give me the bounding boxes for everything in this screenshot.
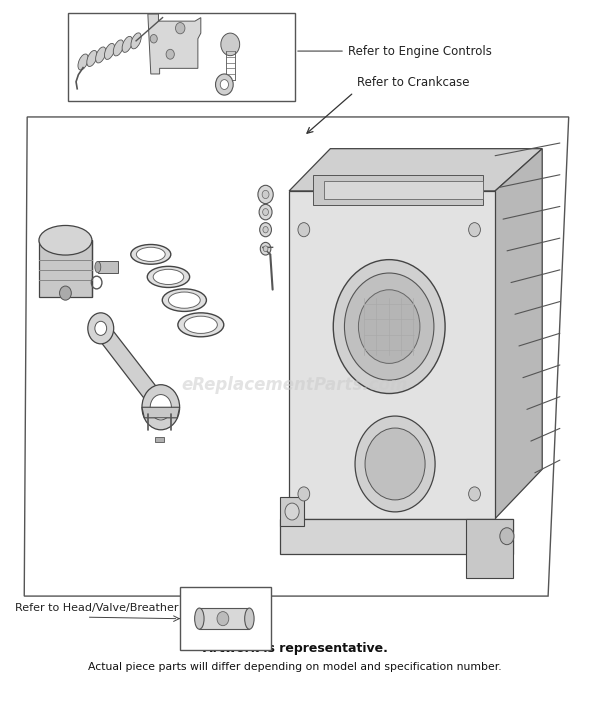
Polygon shape <box>495 149 542 519</box>
Polygon shape <box>93 325 169 409</box>
Text: Refer to Crankcase: Refer to Crankcase <box>357 76 469 89</box>
Ellipse shape <box>178 313 224 337</box>
Ellipse shape <box>184 316 217 333</box>
Ellipse shape <box>87 50 97 66</box>
Polygon shape <box>24 117 569 596</box>
Circle shape <box>263 227 268 233</box>
Ellipse shape <box>131 33 141 49</box>
Ellipse shape <box>122 37 132 52</box>
Text: eReplacementParts.com: eReplacementParts.com <box>182 376 408 394</box>
Ellipse shape <box>162 289 206 311</box>
Bar <box>180 587 271 650</box>
Circle shape <box>258 185 273 203</box>
Ellipse shape <box>113 40 123 56</box>
Text: Actual piece parts will differ depending on model and specification number.: Actual piece parts will differ depending… <box>88 662 502 671</box>
Circle shape <box>220 80 228 90</box>
Polygon shape <box>155 437 164 443</box>
Polygon shape <box>289 149 542 191</box>
Circle shape <box>166 49 174 59</box>
Polygon shape <box>142 407 179 418</box>
Bar <box>68 13 295 101</box>
Ellipse shape <box>245 608 254 629</box>
Polygon shape <box>280 519 513 554</box>
Polygon shape <box>148 14 201 74</box>
Ellipse shape <box>195 608 204 629</box>
Circle shape <box>358 289 420 364</box>
Circle shape <box>60 286 71 300</box>
Circle shape <box>259 204 272 220</box>
Circle shape <box>175 23 185 34</box>
Circle shape <box>333 260 445 393</box>
Circle shape <box>263 246 268 251</box>
Circle shape <box>217 611 229 626</box>
Circle shape <box>468 222 480 237</box>
Circle shape <box>142 385 179 430</box>
Circle shape <box>285 503 299 520</box>
Ellipse shape <box>39 225 92 255</box>
Polygon shape <box>98 261 119 273</box>
Circle shape <box>260 242 271 255</box>
Circle shape <box>95 321 107 335</box>
Circle shape <box>88 313 114 344</box>
Polygon shape <box>199 608 250 629</box>
Ellipse shape <box>148 266 189 287</box>
Ellipse shape <box>131 244 171 264</box>
Ellipse shape <box>95 261 101 273</box>
Circle shape <box>500 528 514 544</box>
Circle shape <box>298 222 310 237</box>
Circle shape <box>260 222 271 237</box>
Circle shape <box>298 487 310 501</box>
Circle shape <box>221 33 240 56</box>
Text: Refer to Engine Controls: Refer to Engine Controls <box>348 44 492 58</box>
Polygon shape <box>466 519 513 578</box>
Circle shape <box>215 74 233 95</box>
Circle shape <box>345 273 434 380</box>
Polygon shape <box>39 240 92 297</box>
Polygon shape <box>280 498 304 526</box>
Ellipse shape <box>169 292 200 309</box>
Text: Artwork is representative.: Artwork is representative. <box>202 642 388 655</box>
Circle shape <box>355 416 435 512</box>
Ellipse shape <box>78 54 88 70</box>
Circle shape <box>150 35 158 43</box>
Polygon shape <box>313 175 483 205</box>
Circle shape <box>468 487 480 501</box>
Ellipse shape <box>136 247 165 261</box>
Ellipse shape <box>153 269 183 285</box>
Ellipse shape <box>104 43 114 59</box>
Circle shape <box>262 191 269 198</box>
Ellipse shape <box>96 47 106 63</box>
Bar <box>324 181 483 199</box>
Circle shape <box>365 428 425 500</box>
Text: Refer to Head/Valve/Breather: Refer to Head/Valve/Breather <box>15 603 179 613</box>
Circle shape <box>263 208 268 215</box>
Circle shape <box>150 395 171 420</box>
Polygon shape <box>289 191 495 519</box>
